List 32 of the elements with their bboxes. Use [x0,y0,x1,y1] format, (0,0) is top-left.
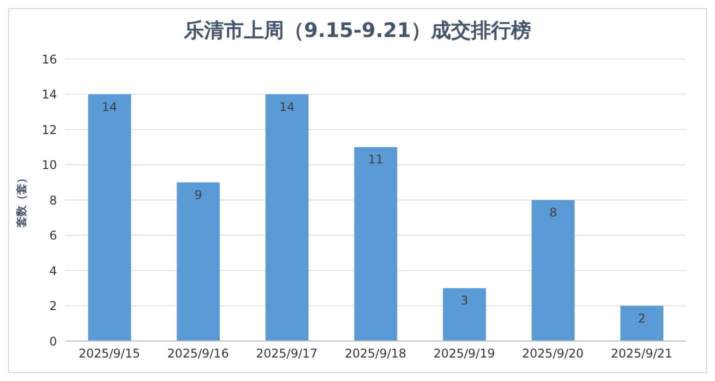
chart-title: 乐清市上周（9.15-9.21）成交排行榜 [182,17,532,44]
x-tick-label: 2025/9/18 [344,346,406,361]
x-tick-label: 2025/9/19 [433,346,495,361]
x-tick-label: 2025/9/15 [78,346,140,361]
bar [620,306,664,341]
data-label: 14 [102,100,118,114]
bar [442,288,486,341]
data-label: 2 [638,311,646,326]
y-tick-label: 0 [49,334,57,348]
bar [354,147,398,341]
y-tick-label: 2 [49,299,57,314]
data-label: 8 [549,206,557,220]
y-tick-label: 14 [42,88,57,102]
bar [532,200,575,341]
data-label: 14 [279,100,295,114]
data-label: 11 [368,152,384,167]
bar [265,94,308,341]
y-tick-label: 6 [49,228,57,243]
x-tick-label: 2025/9/16 [167,346,229,361]
x-tick-label: 2025/9/21 [610,346,672,361]
x-tick-label: 2025/9/20 [522,346,584,361]
data-label: 3 [460,294,468,308]
x-tick-label: 2025/9/17 [256,346,318,361]
y-tick-label: 10 [42,158,57,172]
bar [88,94,132,341]
y-tick-label: 8 [49,193,57,208]
y-tick-label: 16 [42,52,57,66]
data-label: 9 [194,188,202,202]
y-axis-title: 套数（套） [14,172,28,228]
y-tick-label: 12 [42,122,57,137]
bar [176,182,220,341]
y-tick-label: 4 [49,264,57,278]
